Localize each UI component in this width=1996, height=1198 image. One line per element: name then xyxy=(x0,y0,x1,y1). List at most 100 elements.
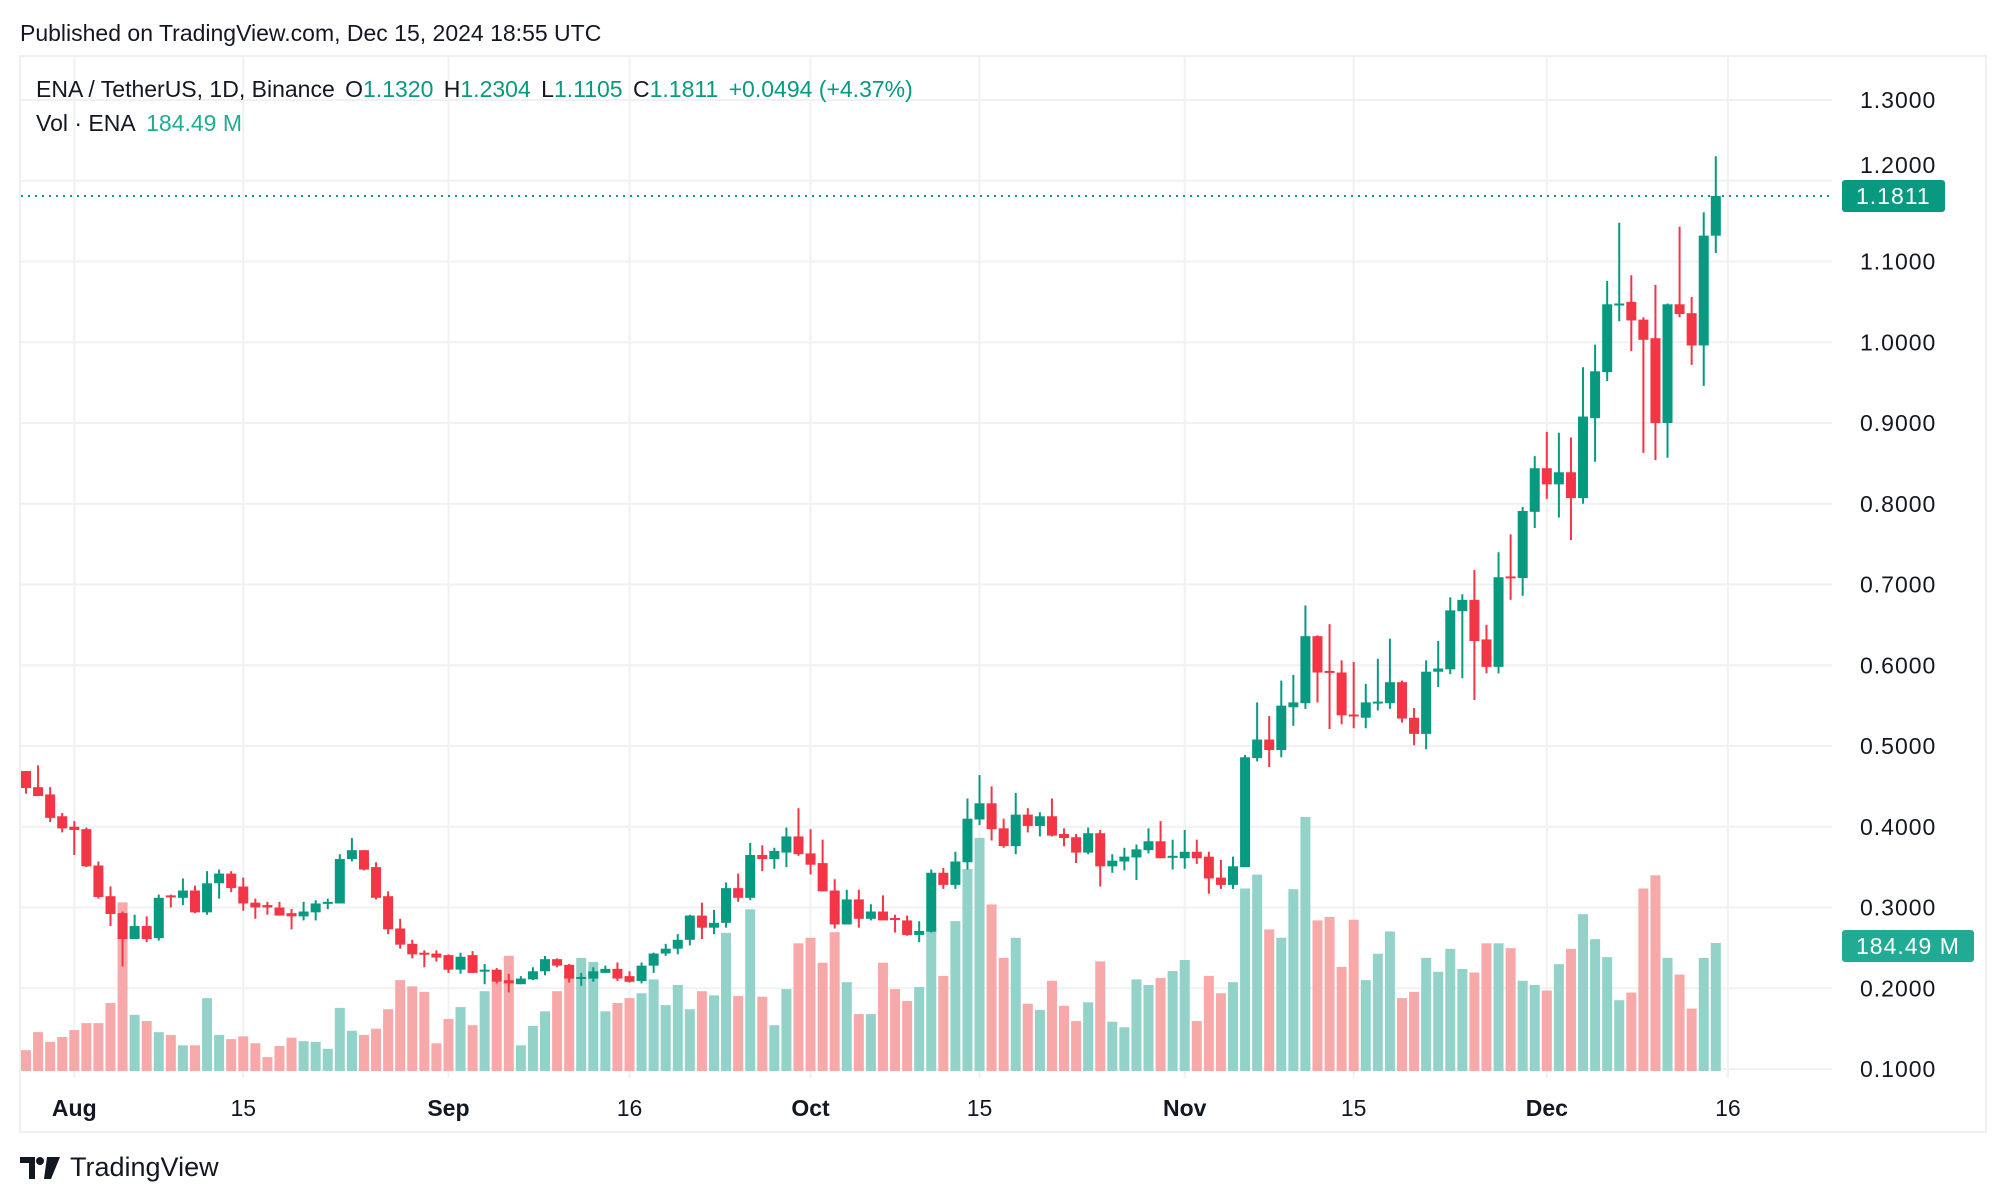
volume-bar xyxy=(564,975,575,1071)
candle-body xyxy=(1348,714,1359,717)
open-value: 1.1320 xyxy=(363,76,434,102)
volume-bar xyxy=(250,1043,261,1071)
candle-body xyxy=(1240,757,1251,868)
published-caption: Published on TradingView.com, Dec 15, 20… xyxy=(20,20,602,46)
candle-body xyxy=(371,867,382,898)
price-tick-label: 0.1000 xyxy=(1860,1056,1936,1082)
volume-bar xyxy=(540,1011,551,1071)
price-tick-label: 0.6000 xyxy=(1860,652,1936,678)
volume-bar xyxy=(1457,968,1468,1071)
price-tick-label: 1.1000 xyxy=(1860,249,1936,275)
candle-body xyxy=(310,903,321,913)
candle-body xyxy=(1553,472,1564,485)
candle-body xyxy=(69,826,80,830)
candle-body xyxy=(238,886,249,904)
volume-bar xyxy=(1071,1021,1082,1071)
time-tick-label: 16 xyxy=(617,1095,643,1121)
candle-body xyxy=(479,969,490,972)
volume-bar xyxy=(1686,1008,1697,1071)
volume-bar xyxy=(1143,984,1154,1071)
volume-bar xyxy=(515,1045,526,1071)
volume-bar xyxy=(395,980,406,1071)
volume-bar xyxy=(1590,939,1601,1071)
volume-bar xyxy=(383,1009,394,1071)
volume-bar xyxy=(829,932,840,1071)
candle-body xyxy=(1686,313,1697,346)
high-label: H xyxy=(443,76,461,102)
volume-bar xyxy=(986,904,997,1071)
candle-body xyxy=(1698,235,1709,346)
volume-bar xyxy=(600,1011,611,1071)
candle-body xyxy=(1203,856,1214,879)
price-axis: 1.3000 1.2000 1.1000 1.0000 0.9000 0.8000 0.70… xyxy=(1860,87,1936,1082)
candle-body xyxy=(576,976,587,979)
candle-body xyxy=(1228,866,1238,885)
candle-body xyxy=(1710,196,1721,236)
time-tick-label: 15 xyxy=(967,1095,993,1121)
volume-bar xyxy=(684,1009,695,1071)
price-tick-label: 0.5000 xyxy=(1860,733,1936,759)
tradingview-brand[interactable]: TradingView xyxy=(20,1152,219,1183)
candle-body xyxy=(45,794,56,818)
candle-body xyxy=(226,873,237,889)
candle-body xyxy=(890,917,901,920)
volume-bar xyxy=(805,937,816,1071)
candle-body xyxy=(1541,468,1552,485)
candle-body xyxy=(684,915,695,940)
volume-bar xyxy=(962,869,973,1071)
volume-bar xyxy=(1348,919,1359,1071)
volume-value: 184.49 M xyxy=(146,110,243,136)
candle-body xyxy=(1022,814,1033,826)
volume-bar xyxy=(721,932,732,1071)
volume-bar xyxy=(1046,980,1057,1071)
volume-bar xyxy=(1674,974,1685,1071)
volume-bar xyxy=(1517,980,1528,1071)
candle-body xyxy=(660,948,671,954)
candle-body xyxy=(1312,636,1323,673)
volume-bar xyxy=(1433,971,1444,1071)
volume-bar xyxy=(1155,978,1166,1071)
symbol-label[interactable]: ENA / TetherUS, 1D, Binance xyxy=(36,76,335,102)
volume-bar xyxy=(479,991,490,1071)
candle-body xyxy=(21,771,31,788)
candle-body xyxy=(1167,855,1178,858)
volume-bar xyxy=(1167,971,1178,1071)
candle-body xyxy=(853,899,864,919)
candle-body xyxy=(527,971,538,980)
volume-bar xyxy=(153,1032,164,1071)
candle-body xyxy=(926,872,937,932)
volume-label[interactable]: Vol · ENA xyxy=(36,110,136,136)
candle-body xyxy=(986,803,997,830)
volume-bar xyxy=(431,1043,442,1071)
candle-body xyxy=(1046,816,1057,836)
candle-body xyxy=(1590,371,1601,419)
volume-bar xyxy=(141,1021,152,1071)
candle-body xyxy=(419,952,430,955)
volume-bar xyxy=(998,957,1009,1071)
time-tick-label: 16 xyxy=(1715,1095,1741,1121)
volume-bar xyxy=(1553,964,1564,1071)
candle-body xyxy=(1191,851,1202,859)
volume-bar xyxy=(371,1028,382,1071)
volume-bar xyxy=(974,837,985,1071)
volume-bar xyxy=(708,995,719,1071)
candle-body xyxy=(902,920,913,935)
volume-bar xyxy=(902,1000,913,1071)
volume-bar xyxy=(648,979,659,1071)
candle-body xyxy=(491,969,502,982)
volume-bar xyxy=(865,1014,876,1071)
candle-body xyxy=(1143,841,1154,851)
price-tick-label: 0.4000 xyxy=(1860,814,1936,840)
candle-body xyxy=(1396,682,1407,719)
volume-bar xyxy=(322,1048,333,1071)
volume-bar xyxy=(419,991,430,1071)
candle-body xyxy=(1034,816,1045,826)
candle-body xyxy=(1336,672,1347,716)
candle-body xyxy=(214,873,225,884)
candle-body xyxy=(431,953,442,958)
candle-body xyxy=(1457,599,1468,612)
volume-bar xyxy=(1698,957,1709,1071)
candles xyxy=(21,156,1721,993)
candle-body xyxy=(503,980,514,984)
